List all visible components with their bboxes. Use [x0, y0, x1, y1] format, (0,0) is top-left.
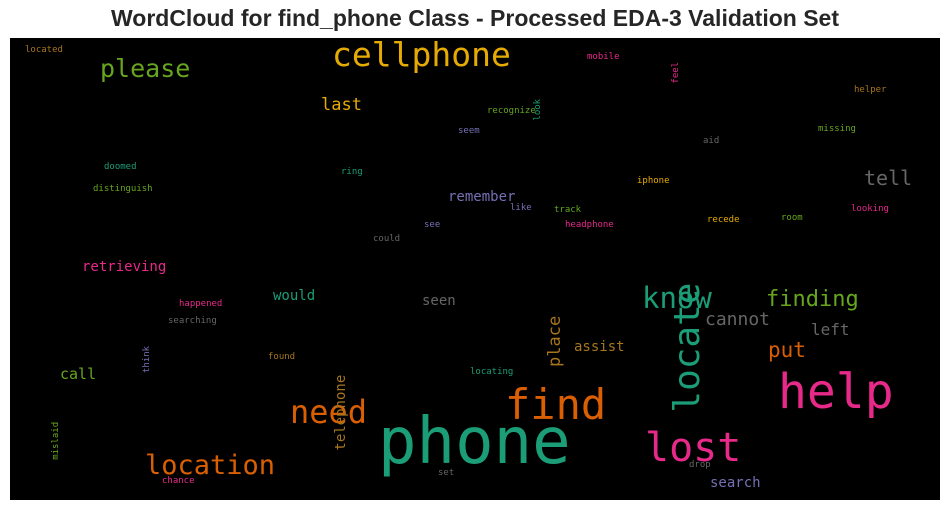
word-like: like — [510, 203, 532, 213]
word-see: see — [424, 220, 441, 230]
word-locating: locating — [470, 367, 514, 377]
word-please: please — [100, 54, 191, 83]
word-located: located — [25, 45, 63, 55]
word-doomed: doomed — [104, 162, 137, 172]
word-place: place — [545, 315, 565, 367]
word-find: find — [505, 380, 607, 429]
word-retrieving: retrieving — [82, 259, 167, 275]
word-aid: aid — [703, 136, 720, 146]
word-would: would — [273, 288, 316, 304]
word-cannot: cannot — [705, 309, 771, 330]
word-remember: remember — [448, 189, 516, 205]
word-found: found — [268, 352, 296, 362]
word-last: last — [321, 95, 362, 115]
word-ring: ring — [341, 167, 363, 177]
word-left: left — [811, 320, 850, 339]
word-tell: tell — [864, 166, 913, 190]
wordcloud-canvas: phone help find lost locate cellphone need know… — [10, 38, 940, 500]
word-mobile: mobile — [587, 52, 620, 62]
word-iphone: iphone — [637, 176, 670, 186]
word-chance: chance — [162, 476, 195, 486]
word-lost: lost — [645, 425, 742, 471]
word-mislaid: mislaid — [51, 421, 61, 460]
word-searching: searching — [168, 316, 217, 326]
chart-title: WordCloud for find_phone Class - Process… — [110, 5, 839, 31]
word-help: help — [778, 364, 894, 420]
word-location: location — [145, 450, 276, 481]
word-set: set — [438, 468, 455, 478]
word-seen: seen — [422, 293, 456, 309]
word-phone: phone — [378, 405, 571, 479]
word-helper: helper — [854, 85, 887, 95]
word-room: room — [781, 213, 803, 223]
word-happened: happened — [179, 299, 223, 309]
word-telephone: telephone — [333, 374, 349, 451]
word-assist: assist — [574, 339, 625, 355]
word-need: need — [290, 393, 368, 431]
word-think: think — [142, 345, 152, 373]
word-feel: feel — [671, 61, 681, 84]
word-headphone: headphone — [565, 220, 614, 230]
word-could: could — [373, 234, 401, 244]
word-finding: finding — [766, 287, 859, 312]
word-know: know — [642, 281, 712, 315]
word-drop: drop — [689, 460, 711, 470]
word-recede: recede — [707, 215, 740, 225]
word-distinguish: distinguish — [93, 184, 153, 194]
word-seem: seem — [458, 126, 480, 136]
word-missing: missing — [818, 124, 856, 134]
word-recognize: recognize — [487, 106, 536, 116]
word-search: search — [710, 475, 761, 491]
word-track: track — [554, 205, 582, 215]
word-call: call — [60, 365, 97, 383]
word-cellphone: cellphone — [332, 38, 511, 74]
word-looking: looking — [851, 204, 889, 214]
word-put: put — [768, 338, 806, 362]
